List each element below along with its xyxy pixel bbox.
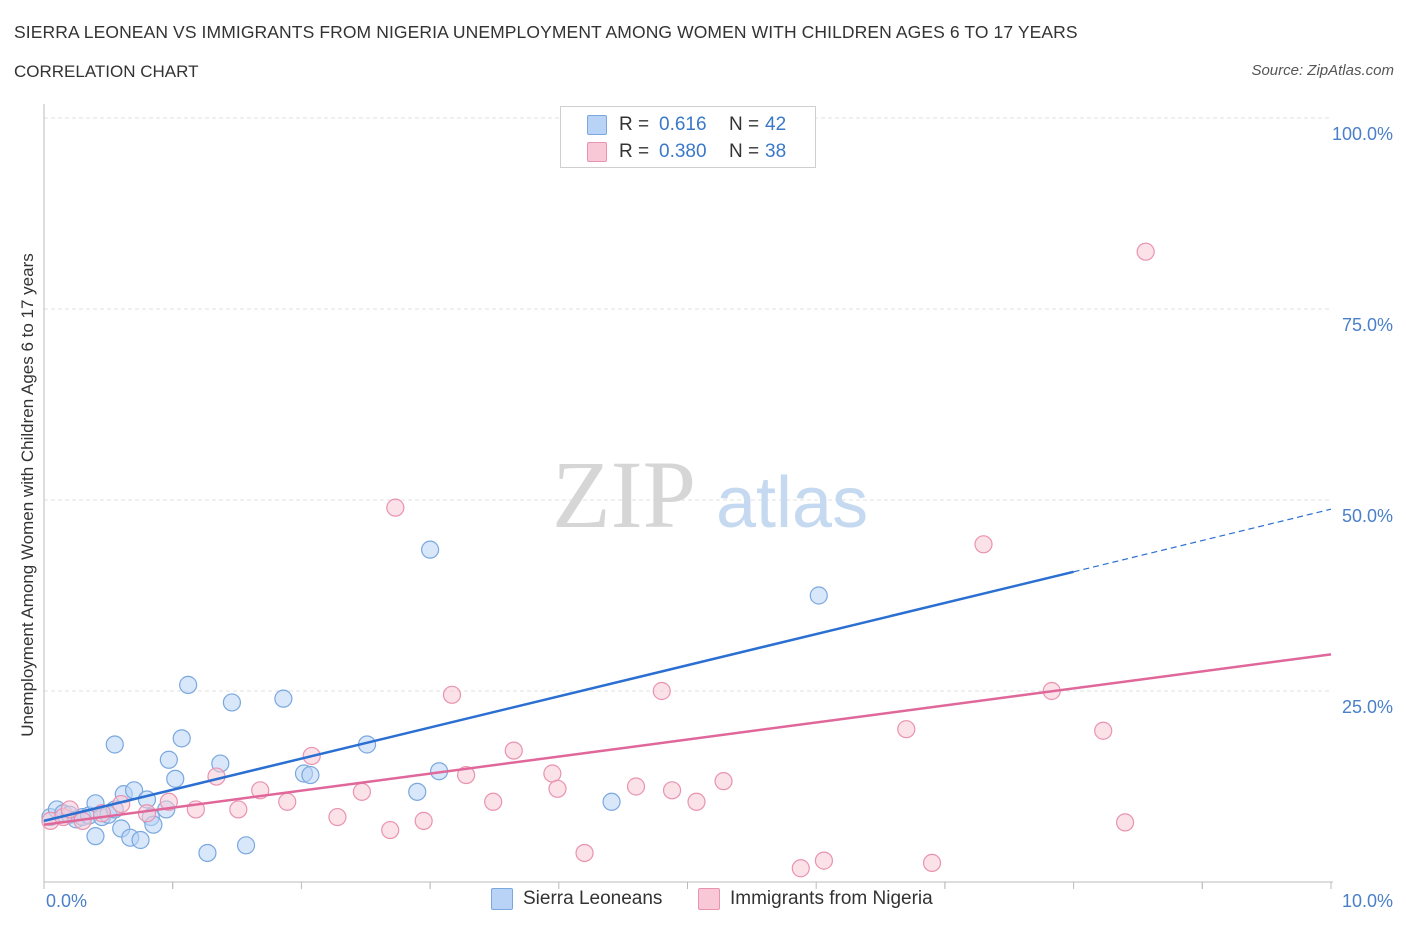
nigeria-point [575, 843, 594, 863]
trend-lines [43, 508, 1332, 826]
nigeria-point [159, 792, 178, 811]
correlation-legend: R = 0.616 N = 42 R = 0.380 N = 38 [560, 106, 816, 168]
nigeria-point [1115, 813, 1135, 832]
nigeria-point [504, 741, 523, 760]
legend-n-label: N = [729, 114, 760, 135]
chart-subtitle: CORRELATION CHART [14, 62, 199, 81]
y-tick-label: 25.0% [1342, 697, 1393, 717]
legend-swatch-blue [587, 115, 607, 135]
nigeria-point [897, 720, 916, 739]
nigeria-point [814, 851, 834, 870]
sierra-leonean-point [809, 586, 828, 605]
y-tick-label: 100.0% [1332, 124, 1393, 144]
sierra-leonean-point [236, 836, 256, 855]
bottom-legend-label-a: Sierra Leoneans [523, 888, 663, 909]
nigeria-point [974, 535, 993, 554]
watermark-atlas: atlas [716, 463, 868, 543]
chart-title: SIERRA LEONEAN VS IMMIGRANTS FROM NIGERI… [14, 22, 1078, 42]
sierra-leonean-point [166, 769, 185, 788]
axes [43, 104, 1333, 889]
nigeria-point [457, 765, 476, 785]
sierra-leonean-point [179, 675, 198, 694]
sierra-leonean-point [172, 729, 191, 748]
source-label: Source: ZipAtlas.com [1251, 62, 1394, 79]
legend-n-value: 42 [765, 114, 787, 135]
sierra-leonean-trend-extension [1073, 508, 1332, 573]
nigeria-point [229, 800, 248, 819]
nigeria-point [543, 764, 562, 783]
sierra-leonean-point [408, 782, 427, 801]
nigeria-point [714, 772, 733, 791]
sierra-leonean-point [602, 792, 621, 811]
bottom-legend-swatch-pink [698, 888, 720, 910]
nigeria-point [137, 804, 157, 823]
watermark: ZIP atlas [552, 441, 868, 548]
sierra-leonean-point [198, 843, 217, 863]
sierra-leonean-point [274, 689, 293, 708]
x-tick-label: 10.0% [1342, 891, 1393, 911]
sierra-leonean-point [86, 827, 105, 846]
nigeria-point [1136, 242, 1155, 261]
sierra-leonean-trend-line [43, 570, 1074, 823]
sierra-leonean-point [421, 540, 440, 559]
bottom-legend-sierra-leoneans: Sierra Leoneans [491, 888, 662, 910]
watermark-zip: ZIP [552, 441, 696, 548]
y-tick-label: 50.0% [1342, 506, 1393, 526]
gridlines [44, 117, 1331, 692]
nigeria-point [414, 811, 433, 830]
nigeria-point [662, 781, 682, 800]
bottom-legend-label-b: Immigrants from Nigeria [730, 888, 933, 909]
legend-n-label: N = [729, 141, 760, 162]
legend-n-value: 38 [765, 141, 787, 162]
nigeria-point [791, 859, 810, 878]
legend-r-label: R = [619, 114, 650, 135]
y-tick-label: 75.0% [1342, 315, 1393, 335]
nigeria-point [328, 807, 347, 827]
bottom-legend-swatch-blue [491, 888, 513, 910]
nigeria-point [626, 777, 646, 796]
x-tick-label: 0.0% [46, 891, 87, 911]
sierra-leonean-point [159, 750, 178, 769]
nigeria-point [352, 782, 371, 801]
sierra-leonean-point [301, 765, 320, 785]
nigeria-point [548, 779, 567, 798]
nigeria-point [1094, 721, 1113, 740]
sierra-leonean-point [131, 830, 150, 850]
tick-labels: 25.0% 50.0% 75.0% 100.0% 0.0% 10.0% [46, 124, 1393, 911]
sierra-leonean-point [105, 735, 124, 754]
bottom-legend-nigeria: Immigrants from Nigeria [698, 888, 933, 910]
nigeria-point [484, 792, 503, 811]
legend-r-value: 0.616 [659, 114, 707, 135]
nigeria-point [442, 685, 462, 704]
sierra-leonean-point [222, 693, 242, 712]
nigeria-point [652, 681, 671, 701]
nigeria-point [922, 853, 942, 873]
nigeria-point [278, 792, 297, 811]
legend-row-nigeria: R = 0.380 N = 38 [587, 140, 786, 164]
nigeria-trend-line [43, 653, 1332, 826]
legend-swatch-pink [587, 142, 607, 162]
legend-r-value: 0.380 [659, 141, 707, 162]
legend-r-label: R = [619, 141, 650, 162]
legend-row-sierra-leoneans: R = 0.616 N = 42 [587, 113, 786, 137]
nigeria-point [687, 792, 706, 811]
nigeria-point [386, 498, 405, 517]
nigeria-point [381, 820, 400, 840]
